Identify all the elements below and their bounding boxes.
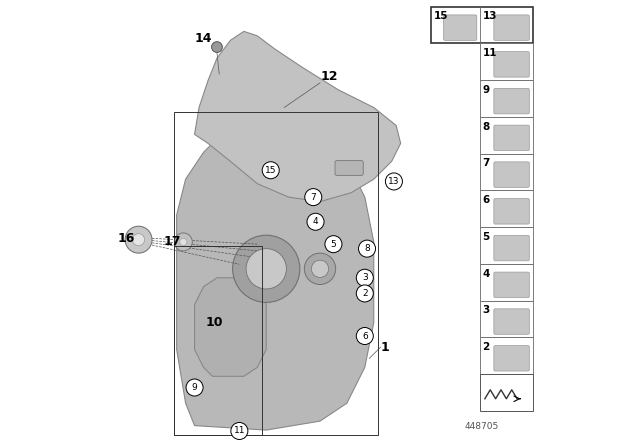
Text: 13: 13 <box>388 177 399 186</box>
Text: 3: 3 <box>362 273 367 282</box>
FancyBboxPatch shape <box>494 52 529 77</box>
Bar <box>481 264 533 301</box>
Text: 11: 11 <box>483 48 497 58</box>
Bar <box>431 7 533 43</box>
Text: 6: 6 <box>483 195 490 205</box>
FancyBboxPatch shape <box>494 15 529 40</box>
FancyBboxPatch shape <box>494 198 529 224</box>
Text: 14: 14 <box>195 31 212 45</box>
Bar <box>481 337 533 374</box>
Bar <box>481 227 533 264</box>
FancyBboxPatch shape <box>335 160 364 175</box>
Circle shape <box>180 238 187 246</box>
Bar <box>481 190 533 227</box>
Circle shape <box>312 260 328 277</box>
Text: 9: 9 <box>483 85 490 95</box>
Text: 17: 17 <box>163 234 181 248</box>
Circle shape <box>186 379 203 396</box>
Text: 5: 5 <box>483 232 490 242</box>
Circle shape <box>307 213 324 230</box>
Text: 16: 16 <box>118 232 135 245</box>
Bar <box>481 154 533 190</box>
Text: 8: 8 <box>364 244 370 253</box>
Polygon shape <box>195 278 266 376</box>
Bar <box>174 246 262 435</box>
Text: 15: 15 <box>265 166 276 175</box>
Bar <box>481 43 533 80</box>
Circle shape <box>325 236 342 253</box>
Text: 4: 4 <box>483 269 490 279</box>
Text: 7: 7 <box>310 193 316 202</box>
Text: 10: 10 <box>206 316 223 329</box>
Text: 3: 3 <box>483 306 490 315</box>
FancyBboxPatch shape <box>494 162 529 187</box>
Circle shape <box>356 285 373 302</box>
FancyBboxPatch shape <box>494 309 529 334</box>
FancyBboxPatch shape <box>494 345 529 371</box>
Circle shape <box>356 269 373 286</box>
Circle shape <box>262 162 279 179</box>
Polygon shape <box>177 116 374 430</box>
Bar <box>481 117 533 154</box>
Text: 13: 13 <box>483 12 497 22</box>
Circle shape <box>305 189 322 206</box>
Bar <box>481 374 533 411</box>
Circle shape <box>304 253 336 284</box>
Text: 448705: 448705 <box>465 422 499 431</box>
Text: 1: 1 <box>381 340 389 354</box>
Circle shape <box>132 233 145 246</box>
Text: 2: 2 <box>483 342 490 352</box>
FancyBboxPatch shape <box>444 15 477 40</box>
Bar <box>481 80 533 117</box>
Text: 5: 5 <box>331 240 336 249</box>
Circle shape <box>358 240 376 257</box>
Text: 7: 7 <box>483 159 490 168</box>
FancyBboxPatch shape <box>494 125 529 151</box>
Text: 6: 6 <box>362 332 367 340</box>
Circle shape <box>212 42 222 52</box>
Circle shape <box>385 173 403 190</box>
Text: 9: 9 <box>192 383 197 392</box>
Circle shape <box>233 235 300 302</box>
Circle shape <box>231 422 248 439</box>
Text: 2: 2 <box>362 289 367 298</box>
Text: 12: 12 <box>320 69 338 83</box>
Bar <box>174 112 378 435</box>
Circle shape <box>125 226 152 253</box>
Circle shape <box>174 233 192 251</box>
Text: 8: 8 <box>483 122 490 132</box>
Text: 4: 4 <box>313 217 318 226</box>
Bar <box>481 301 533 337</box>
Text: 11: 11 <box>234 426 245 435</box>
Polygon shape <box>195 31 401 202</box>
FancyBboxPatch shape <box>494 235 529 261</box>
FancyBboxPatch shape <box>494 272 529 297</box>
Text: 15: 15 <box>433 12 448 22</box>
FancyBboxPatch shape <box>494 88 529 114</box>
Circle shape <box>356 327 373 345</box>
Circle shape <box>246 249 287 289</box>
